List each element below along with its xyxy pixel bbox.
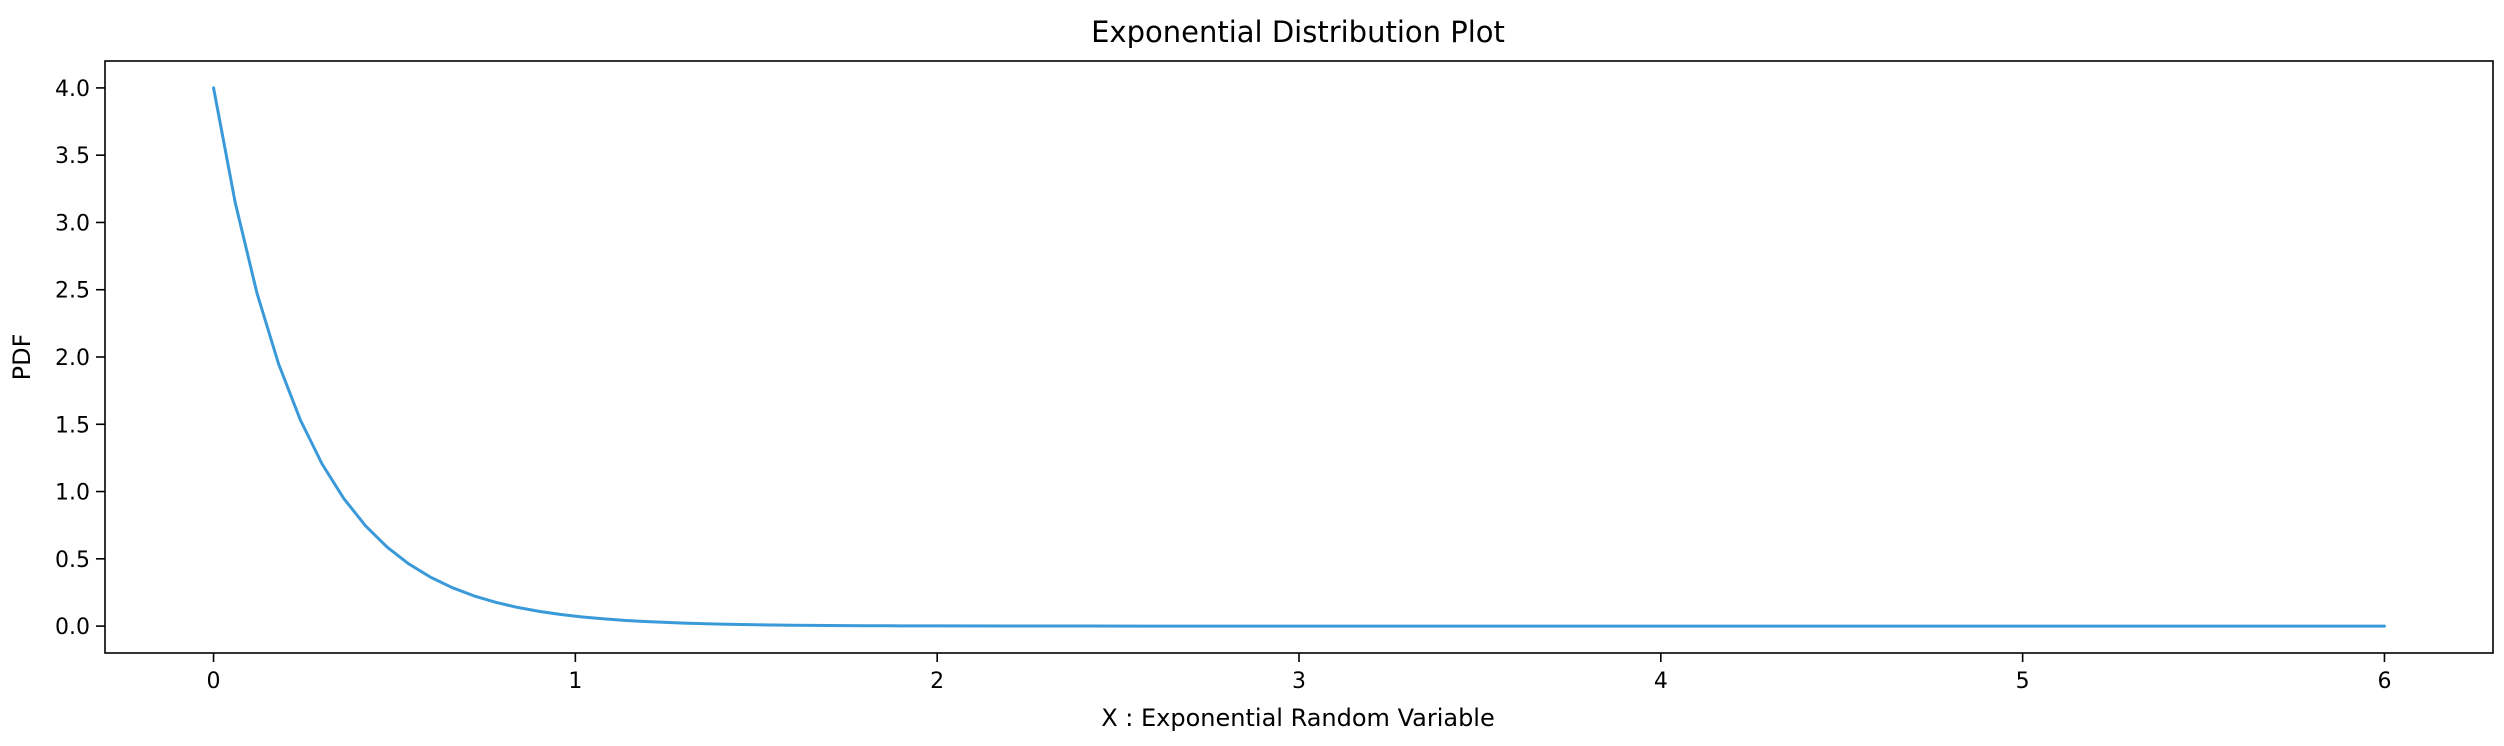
y-tick-label: 4.0 (55, 77, 90, 102)
y-tick-label: 0.0 (55, 615, 90, 640)
x-axis: 0 1 2 3 4 5 6 (207, 653, 2391, 694)
y-tick-label: 0.5 (55, 548, 90, 573)
y-tick-label: 2.5 (55, 279, 90, 304)
x-tick-label: 3 (1292, 669, 1306, 694)
x-tick-label: 1 (568, 669, 582, 694)
y-tick-label: 3.0 (55, 211, 90, 236)
series-line-0 (212, 86, 2386, 628)
y-axis: 0.0 0.5 1.0 1.5 2.0 2.5 3.0 3.5 4.0 (55, 77, 105, 640)
x-tick-label: 4 (1654, 669, 1668, 694)
y-tick-label: 2.0 (55, 346, 90, 371)
x-tick-label: 6 (2377, 669, 2391, 694)
y-tick-label: 1.5 (55, 413, 90, 438)
series-layer (212, 86, 2386, 628)
x-tick-label: 0 (207, 669, 221, 694)
chart-title: Exponential Distribution Plot (1091, 15, 1505, 49)
y-axis-label: PDF (8, 334, 36, 381)
x-tick-label: 5 (2016, 669, 2030, 694)
y-tick-label: 3.5 (55, 144, 90, 169)
x-axis-label: X : Exponential Random Variable (1101, 704, 1495, 732)
y-tick-label: 1.0 (55, 481, 90, 506)
x-tick-label: 2 (930, 669, 944, 694)
